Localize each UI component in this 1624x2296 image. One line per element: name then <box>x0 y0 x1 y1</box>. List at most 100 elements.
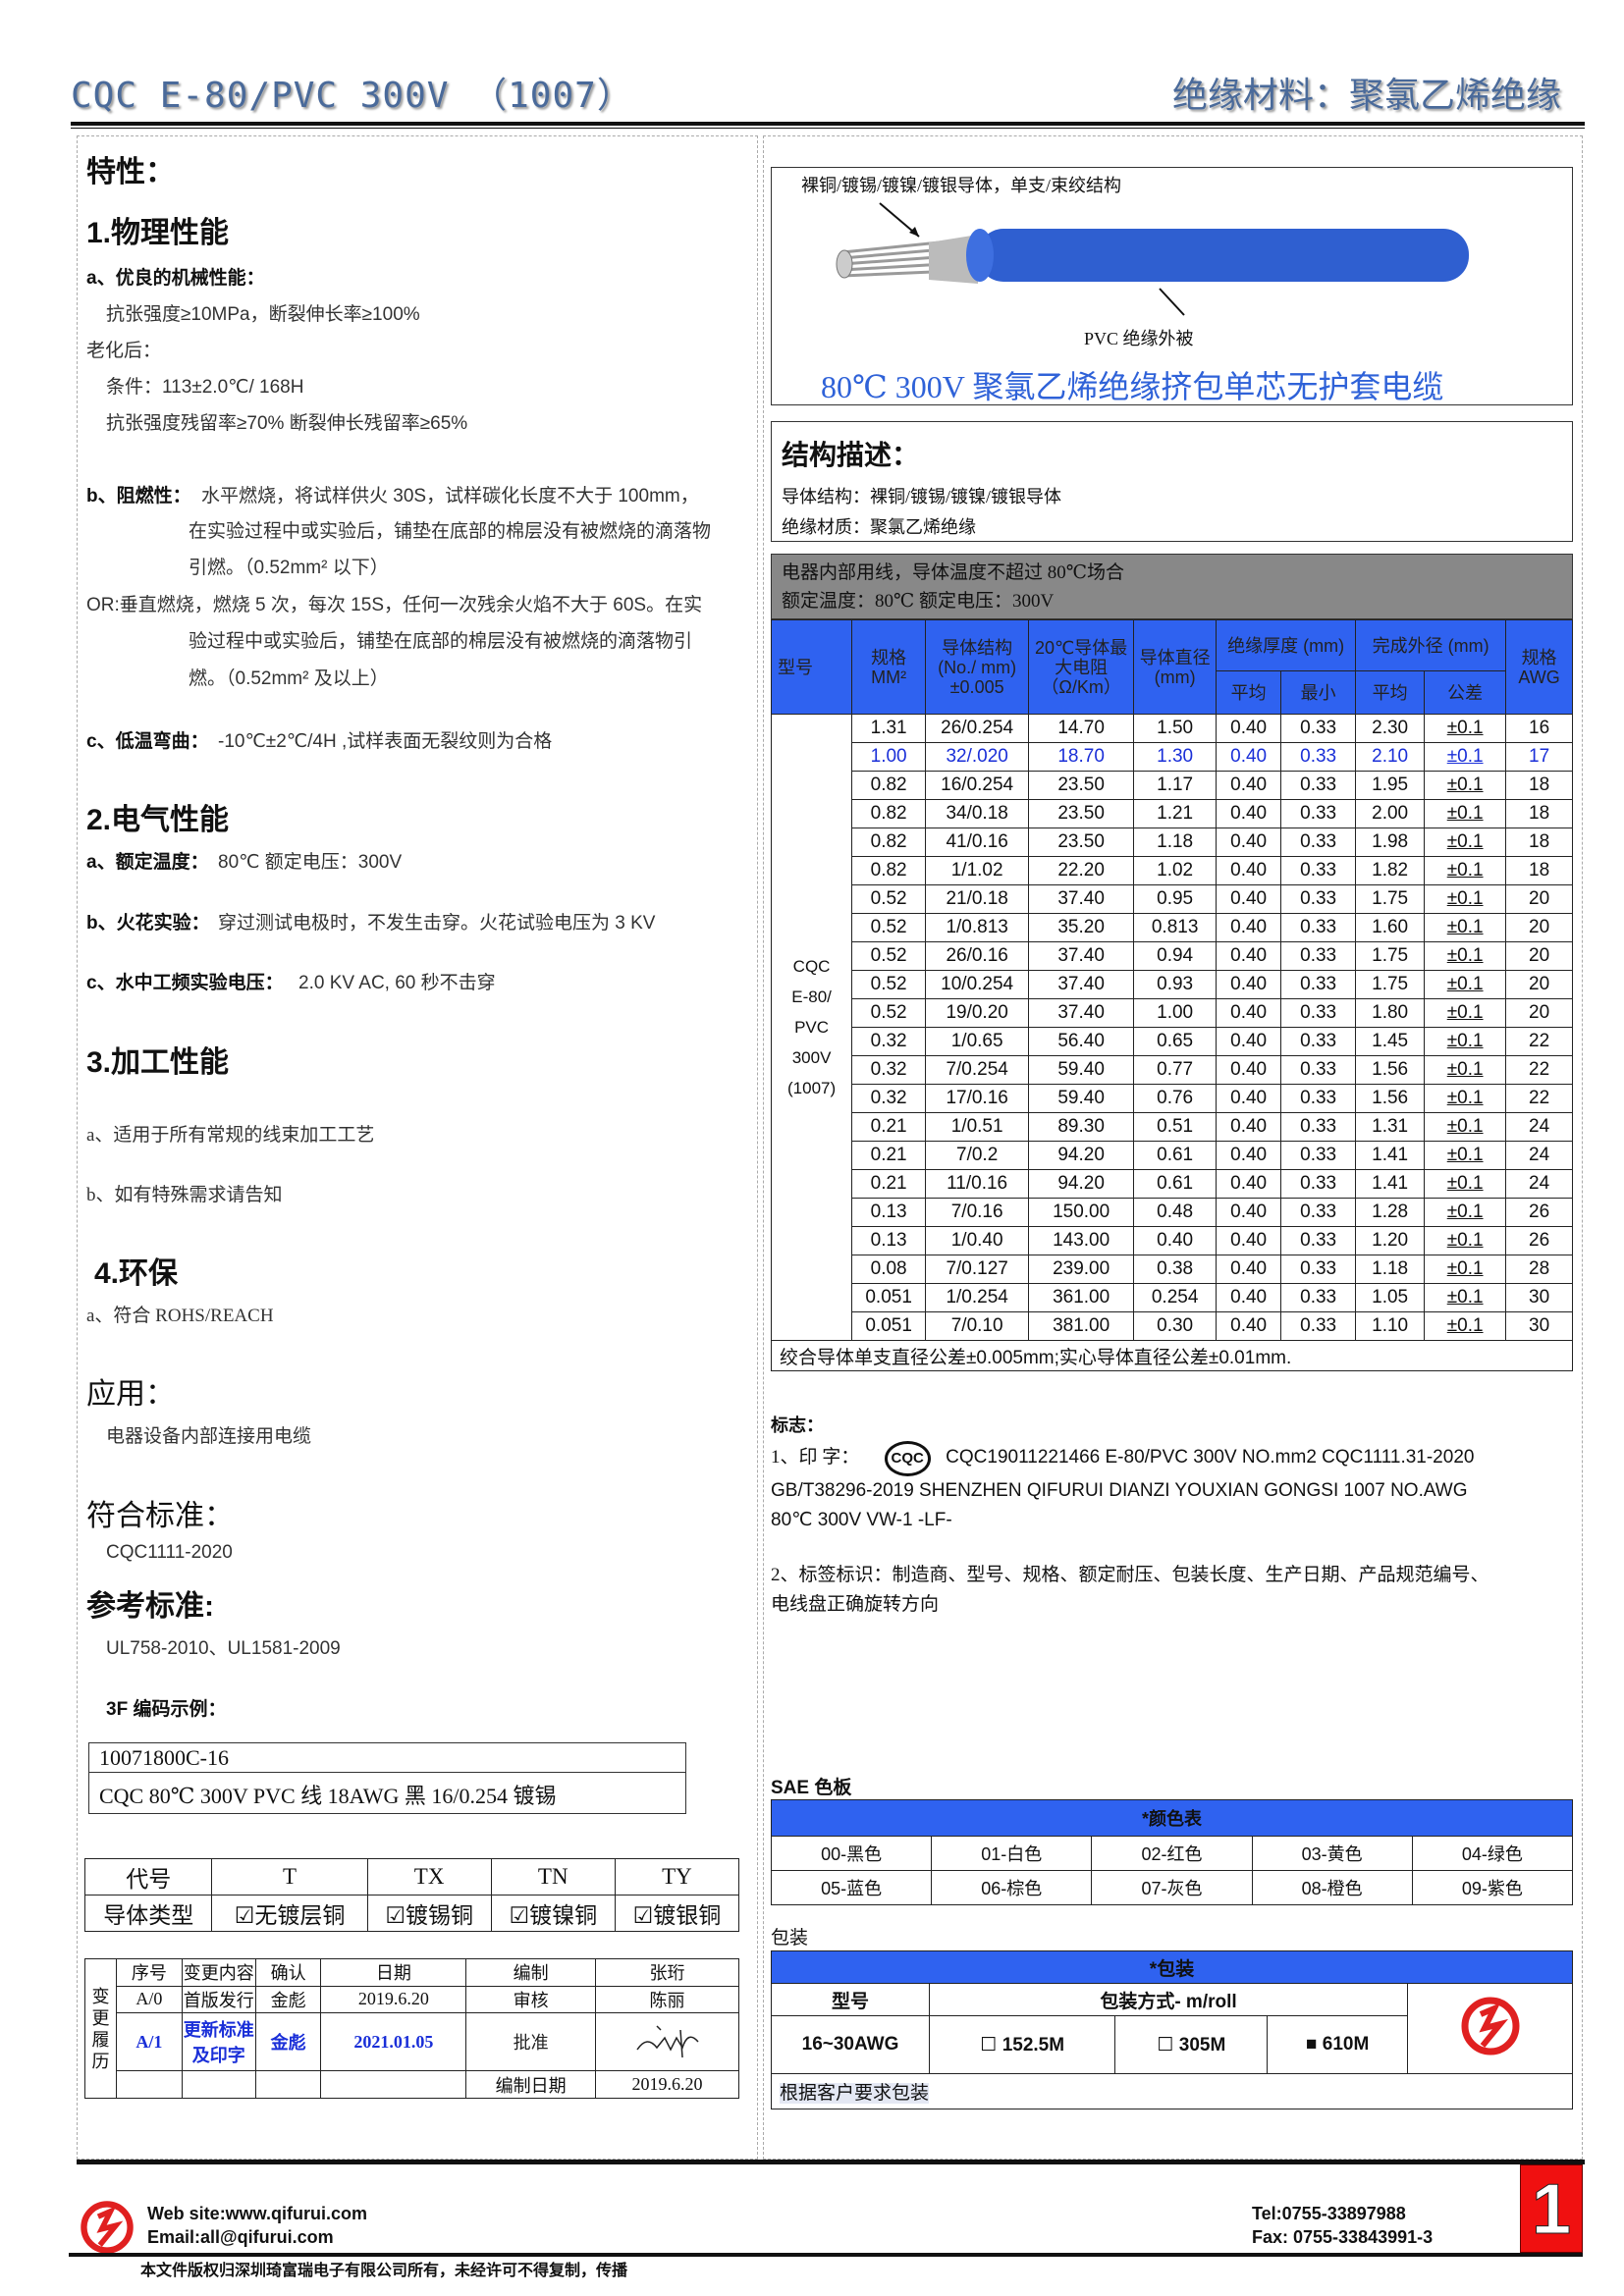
spec-cell: 0.40 <box>1216 714 1282 743</box>
spec-cell: 22 <box>1505 1084 1573 1113</box>
spec-cell: 1.75 <box>1355 970 1426 999</box>
spec-cell: 34/0.18 <box>925 799 1030 828</box>
spec-cell: 0.93 <box>1133 970 1218 999</box>
color-item: 08-橙色 <box>1251 1870 1413 1905</box>
spec-cell: 24 <box>1505 1169 1573 1199</box>
application-heading: 应用： <box>86 1378 175 1411</box>
change-history-table: 变更履历 序号 变更内容 确认 日期 编制 张珩 A/0 首版发行 金彪 2019.6.20 审核… <box>84 1958 740 2099</box>
color-item: 06-棕色 <box>931 1870 1093 1905</box>
pack-option-label: 152.5M <box>1001 2034 1065 2056</box>
type-tn[interactable]: ☑镀镍铜 <box>490 1895 616 1932</box>
checkbox-checked-icon: ☑ <box>234 1903 255 1928</box>
spec-cell: 0.33 <box>1280 799 1357 828</box>
structure-heading: 结构描述： <box>782 440 920 470</box>
spec-cell: 150.00 <box>1028 1198 1135 1227</box>
spec-cell: 0.77 <box>1133 1055 1218 1085</box>
spec-row: 0.32 1/0.65 56.40 0.65 0.40 0.33 1.45 ±0.1 22 <box>772 1027 1573 1056</box>
footer-bottom-line <box>69 2253 1583 2257</box>
spec-cell: 1.50 <box>1133 714 1218 743</box>
footer-tel: Tel:0755-33897988 <box>1252 2204 1406 2223</box>
spec-cell: 0.21 <box>851 1141 927 1170</box>
material-title: 绝缘材料：聚氯乙烯绝缘 <box>1171 75 1561 115</box>
color-table-title: *颜色表 <box>771 1799 1573 1837</box>
marking-text: CQC19011221466 E-80/PVC 300V NO.mm2 CQC1… <box>946 1447 1475 1468</box>
spec-cell: ±0.1 <box>1424 1169 1507 1199</box>
packaging-heading: 包装 <box>771 1928 809 1949</box>
history-head: 编制 <box>465 1958 596 1987</box>
col-insul-avg: 平均 <box>1216 670 1282 715</box>
history-cell: 金彪 <box>254 1985 322 2014</box>
spec-cell: 18.70 <box>1028 742 1135 772</box>
spec-cell: 1.75 <box>1355 941 1426 971</box>
spec-cell: ±0.1 <box>1424 970 1507 999</box>
spec-cell: 59.40 <box>1028 1055 1135 1085</box>
type-ty[interactable]: ☑镀银铜 <box>614 1895 740 1932</box>
spark-text: 穿过测试电极时，不发生击穿。火花试验电压为 3 KV <box>218 913 656 934</box>
pack-option-label: 610M <box>1322 2034 1370 2055</box>
pack-option-3[interactable]: ■ 610M <box>1267 2015 1408 2074</box>
history-cell: 审核 <box>465 1985 596 2014</box>
spec-cell: 0.254 <box>1133 1283 1218 1312</box>
spec-cell: 1.60 <box>1355 913 1426 942</box>
spec-cell: 41/0.16 <box>925 828 1030 857</box>
spec-row: 0.52 19/0.20 37.40 1.00 0.40 0.33 1.80 ±0.1 20 <box>772 998 1573 1028</box>
spec-cell: 37.40 <box>1028 941 1135 971</box>
spec-cell: 0.40 <box>1216 1198 1282 1227</box>
history-cell: A/0 <box>116 1985 183 2014</box>
type-t[interactable]: ☑无镀层铜 <box>211 1895 368 1932</box>
pack-option-label: 305M <box>1178 2034 1226 2056</box>
code-tx: TX <box>366 1858 492 1896</box>
footer-email[interactable]: Email:all@qifurui.com <box>147 2227 334 2247</box>
spec-cell: 0.40 <box>1216 771 1282 800</box>
spec-cell: 23.50 <box>1028 799 1135 828</box>
cold-bend-text: -10℃±2℃/4H ,试样表面无裂纹则为合格 <box>218 731 553 752</box>
spec-cell: 2.30 <box>1355 714 1426 743</box>
spec-row: 0.21 7/0.2 94.20 0.61 0.40 0.33 1.41 ±0.1 24 <box>772 1141 1573 1170</box>
spec-cell: 0.40 <box>1216 1283 1282 1312</box>
history-head: 确认 <box>254 1958 322 1987</box>
col-od-avg: 平均 <box>1355 670 1426 715</box>
brand-logo <box>1407 1983 1573 2074</box>
spec-cell: 0.33 <box>1280 913 1357 942</box>
cable-title: 80℃ 300V 聚氯乙烯绝缘挤包单芯无护套电缆 <box>821 369 1444 404</box>
spec-cell: 1.05 <box>1355 1283 1426 1312</box>
characteristics-heading: 特性： <box>86 156 175 188</box>
color-item: 09-紫色 <box>1411 1870 1574 1905</box>
spec-cell: 89.30 <box>1028 1112 1135 1142</box>
pack-option-2[interactable]: ☐ 305M <box>1114 2015 1269 2074</box>
color-item: 03-黄色 <box>1251 1836 1413 1871</box>
spec-cell: 56.40 <box>1028 1027 1135 1056</box>
marking-text: 80℃ 300V VW-1 -LF- <box>771 1510 952 1530</box>
label-marking: 2、标签标识：制造商、型号、规格、额定耐压、包装长度、生产日期、产品规范编号、 … <box>771 1561 1489 1620</box>
spec-cell: 0.38 <box>1133 1255 1218 1284</box>
spec-cell: 22 <box>1505 1027 1573 1056</box>
history-head: 张珩 <box>594 1958 740 1987</box>
spec-cell: 1.02 <box>1133 856 1218 885</box>
footer-website[interactable]: Web site:www.qifurui.com <box>147 2204 368 2223</box>
spec-cell: 94.20 <box>1028 1141 1135 1170</box>
spec-cell: ±0.1 <box>1424 1311 1507 1341</box>
spec-cell: 23.50 <box>1028 771 1135 800</box>
spec-cell: 0.40 <box>1216 884 1282 914</box>
spec-cell: ±0.1 <box>1424 1141 1507 1170</box>
spec-cell: ±0.1 <box>1424 714 1507 743</box>
pack-option-1[interactable]: ☐ 152.5M <box>928 2015 1116 2074</box>
spec-cell: 94.20 <box>1028 1169 1135 1199</box>
tensile-text: 抗张强度≥10MPa，断裂伸长率≥100% <box>106 304 420 325</box>
vertical-flame-text: OR:垂直燃烧，燃烧 5 次，每次 15S，任何一次残余火焰不大于 60S。在实 <box>86 595 703 615</box>
history-cell: 首版发行 <box>181 1985 256 2014</box>
spec-note: 电器内部用线，导体温度不超过 80℃场合 <box>782 562 1125 583</box>
spec-cell: 0.33 <box>1280 1055 1357 1085</box>
packaging-model-label: 型号 <box>771 1983 930 2016</box>
history-cell: 2019.6.20 <box>320 1985 467 2014</box>
code-ty: TY <box>614 1858 740 1896</box>
spec-cell: 0.813 <box>1133 913 1218 942</box>
spec-cell: 0.82 <box>851 771 927 800</box>
document-title: CQC E-80/PVC 300V （1007） <box>71 76 633 116</box>
spec-cell: 20 <box>1505 970 1573 999</box>
spec-cell: 17 <box>1505 742 1573 772</box>
type-tx[interactable]: ☑镀锡铜 <box>366 1895 492 1932</box>
history-cell <box>254 2070 322 2099</box>
col-od-tol: 公差 <box>1424 670 1507 715</box>
reference-heading: 参考标准: <box>86 1590 214 1623</box>
